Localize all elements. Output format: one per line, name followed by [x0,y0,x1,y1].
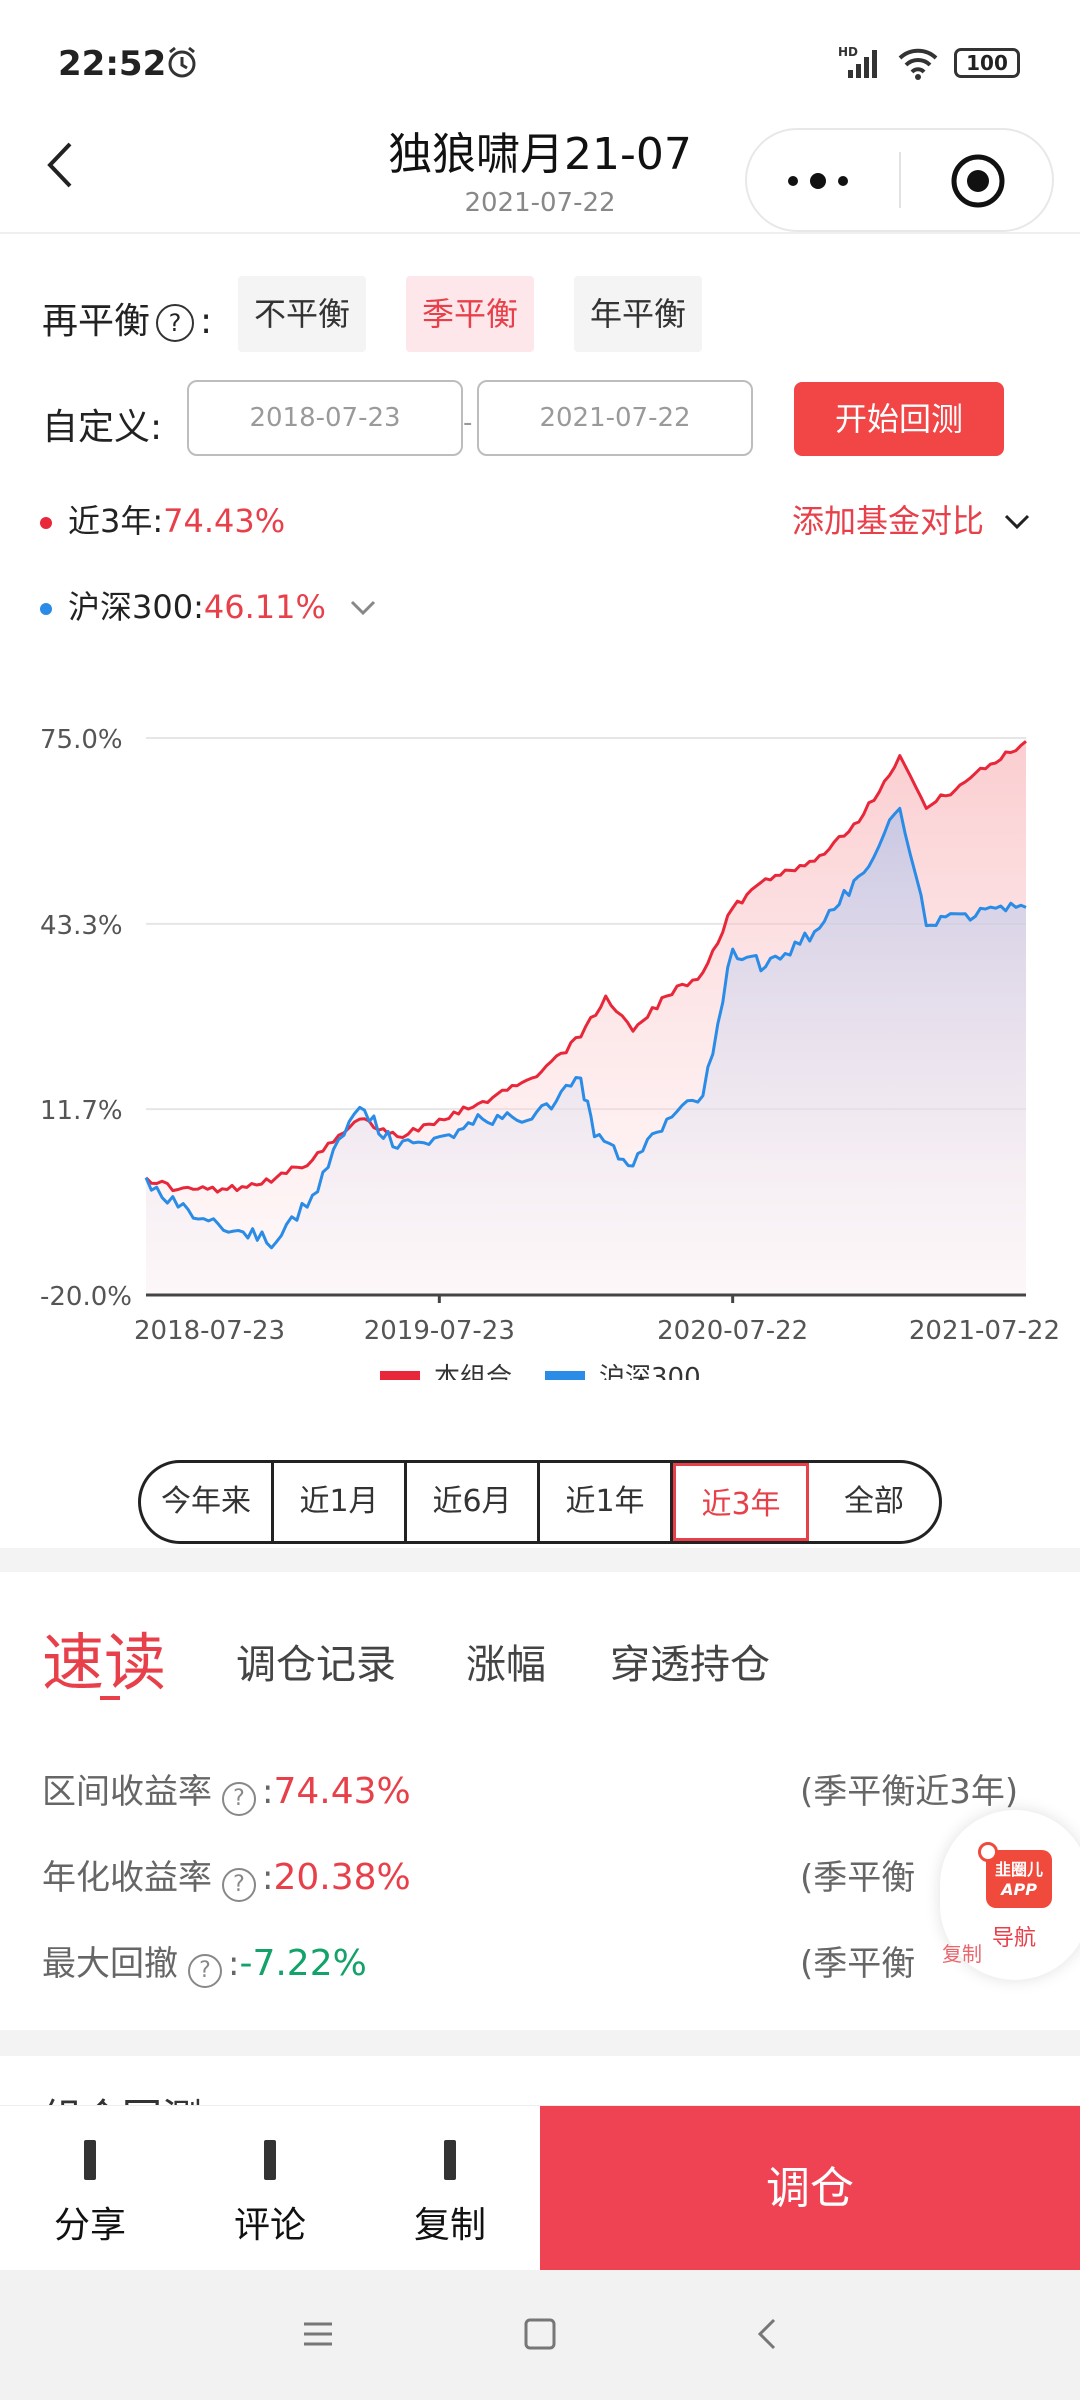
network-type: HD [838,45,858,59]
range-tab-1y[interactable]: 近1年 [540,1463,673,1541]
y-tick-label: 75.0% [40,725,123,755]
tab-rebalance-records[interactable]: 调仓记录 [236,1642,396,1688]
help-icon[interactable]: ? [188,1953,222,1988]
legend-label: 本组合 [434,1363,512,1380]
bottom-action-bar: 分享 评论 复制 调仓 [0,2105,1080,2271]
share-icon [84,2140,96,2180]
miniapp-capsule [745,128,1054,232]
help-icon[interactable]: ? [222,1781,256,1816]
range-tab-all[interactable]: 全部 [844,1484,904,1519]
copy-icon [444,2140,456,2180]
tab-holdings[interactable]: 穿透持仓 [610,1642,770,1688]
rebalance-quarterly[interactable]: 季平衡 [406,276,534,352]
y-tick-label: 43.3% [40,911,123,941]
range-tab-ytd[interactable]: 今年来 [141,1463,274,1541]
comment-button[interactable]: 评论 [195,2106,345,2271]
performance-chart: 75.0% 43.3% 11.7% -20.0%2018-07-23 2019-07-2… [40,725,1060,1380]
tab-quick-read[interactable]: 速读 [42,1626,167,1699]
back-icon[interactable] [40,140,80,194]
x-tick-label: 2020-07-22 [657,1316,808,1346]
status-time: 22:52 [58,44,167,84]
x-tick-label: 2018-07-23 [134,1316,285,1346]
stat-row: 最大回撤?:-7.22% (季平衡 [42,1936,1042,1988]
benchmark-dot [40,603,52,615]
tab-gains[interactable]: 涨幅 [466,1642,546,1688]
stat-row: 区间收益率?:74.43% (季平衡近3年) [42,1764,1042,1816]
close-miniapp-icon[interactable] [949,152,1007,214]
wifi-icon [896,44,940,84]
copy-button[interactable]: 复制 [375,2106,525,2271]
y-tick-label: 11.7% [40,1096,123,1126]
legend-label: 沪深300 [599,1363,701,1380]
rebalance-yearly[interactable]: 年平衡 [574,276,702,352]
chevron-down-icon [1005,514,1030,530]
more-icon[interactable] [783,166,853,200]
page-date: 2021-07-22 [464,188,616,218]
legend-swatch [545,1371,585,1380]
share-button[interactable]: 分享 [15,2106,165,2271]
series-line-benchmark [144,806,1027,1250]
rebalance-none[interactable]: 不平衡 [238,276,366,352]
portfolio-summary: 近3年:74.43% [40,496,285,542]
rebalance-label: 再平衡?: [42,301,213,342]
comment-icon [264,2140,276,2180]
back-nav-icon[interactable] [750,2316,786,2356]
series-line-portfolio [144,740,1027,1194]
range-tab-1m[interactable]: 近1月 [274,1463,407,1541]
help-icon[interactable]: ? [222,1867,256,1902]
home-icon[interactable] [522,2316,558,2356]
date-dash: - [463,408,473,438]
pointer-icon [978,1842,998,1862]
page-title: 独狼啸月21-07 [388,129,692,180]
battery-icon: 100 [954,48,1020,78]
adjust-position-button[interactable]: 调仓 [540,2106,1080,2271]
tab-underline [100,1696,120,1700]
legend-swatch [380,1371,420,1380]
add-fund-compare-link[interactable]: 添加基金对比 [792,496,1032,542]
y-tick-label: -20.0% [40,1282,132,1312]
stat-row: 年化收益率?:20.38% (季平衡 [42,1850,1042,1902]
benchmark-summary[interactable]: 沪深300:46.11% [40,582,378,628]
signal-icon: HD [838,44,882,84]
portfolio-dot [40,517,52,529]
custom-label: 自定义: [42,407,163,448]
system-nav-bar [0,2270,1080,2400]
app-nav-float-button[interactable]: 韭圈儿 APP 导航 复制 [940,1810,1080,1980]
start-backtest-button[interactable]: 开始回测 [794,382,1004,456]
end-date-input[interactable]: 2021-07-22 [477,380,753,456]
menu-icon[interactable] [300,2316,336,2356]
range-tab-6m[interactable]: 近6月 [407,1463,540,1541]
range-tabs: 今年来 近1月 近6月 近1年 近3年 全部 [138,1460,942,1544]
range-tab-3y[interactable]: 近3年 [673,1463,809,1541]
x-tick-label: 2019-07-23 [364,1316,515,1346]
start-date-input[interactable]: 2018-07-23 [187,380,463,456]
series-area-benchmark [146,808,1026,1295]
x-tick-label: 2021-07-22 [909,1316,1060,1346]
help-icon[interactable]: ? [156,304,195,342]
alarm-icon [164,44,200,84]
chevron-down-icon [351,600,376,616]
app-logo: 韭圈儿 APP [986,1850,1052,1908]
